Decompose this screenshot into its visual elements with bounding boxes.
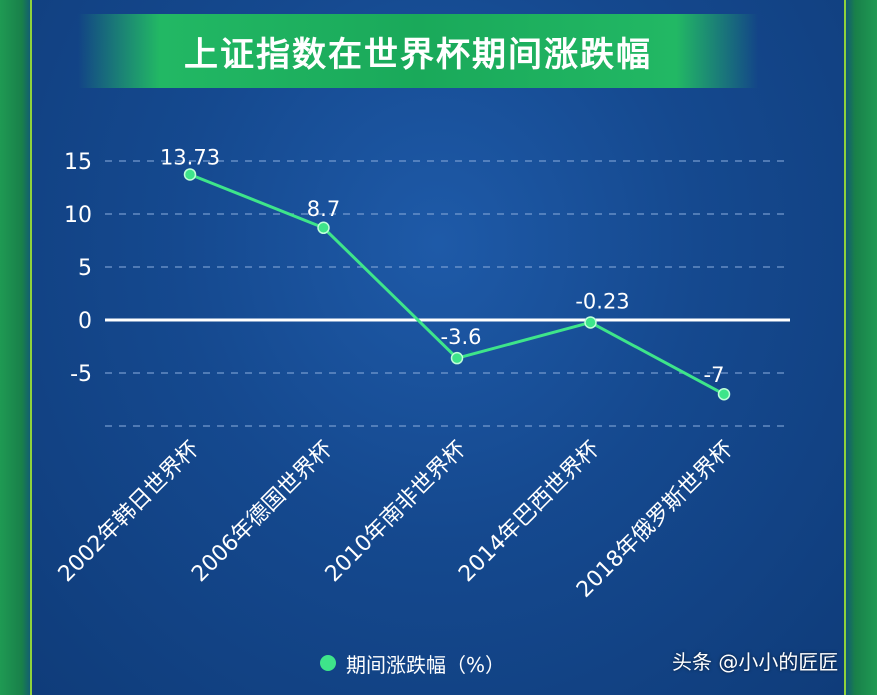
legend: 期间涨跌幅（%） (320, 648, 505, 678)
x-tick-label: 2010年南非世界杯 (321, 437, 472, 588)
chart-title: 上证指数在世界杯期间涨跌幅 (184, 34, 652, 75)
legend-marker (320, 655, 336, 671)
grid-lines (105, 160, 790, 427)
y-tick-label: 15 (64, 150, 92, 175)
title-banner: 上证指数在世界杯期间涨跌幅 (78, 14, 758, 88)
y-tick-label: 0 (78, 309, 92, 334)
watermark: 头条 @小小的匠匠 (672, 650, 839, 674)
data-label: 8.7 (307, 197, 340, 221)
data-point (717, 387, 731, 401)
x-axis-labels: 2002年韩日世界杯2006年德国世界杯2010年南非世界杯2014年巴西世界杯… (54, 437, 739, 603)
data-label: -3.6 (441, 325, 482, 349)
data-label: 13.73 (160, 145, 220, 169)
data-points (183, 168, 731, 401)
x-tick-label: 2002年韩日世界杯 (54, 437, 205, 588)
y-axis-ticks: 15 10 5 0 -5 (64, 150, 92, 387)
data-point (317, 221, 330, 235)
data-label: -0.23 (575, 289, 629, 313)
data-point (183, 168, 197, 181)
chart-panel (30, 0, 846, 695)
x-tick-label: 2006年德国世界杯 (187, 437, 338, 588)
legend-label: 期间涨跌幅（%） (346, 652, 506, 677)
y-tick-label: 5 (78, 256, 92, 281)
y-tick-label: 10 (64, 203, 92, 228)
y-tick-label: -5 (70, 362, 92, 387)
x-tick-label: 2014年巴西世界杯 (454, 437, 605, 588)
data-label: -7 (704, 363, 725, 387)
data-point (450, 351, 464, 365)
data-point (584, 316, 597, 329)
data-labels: 13.73 8.7 -3.6 -0.23 -7 (160, 145, 725, 387)
